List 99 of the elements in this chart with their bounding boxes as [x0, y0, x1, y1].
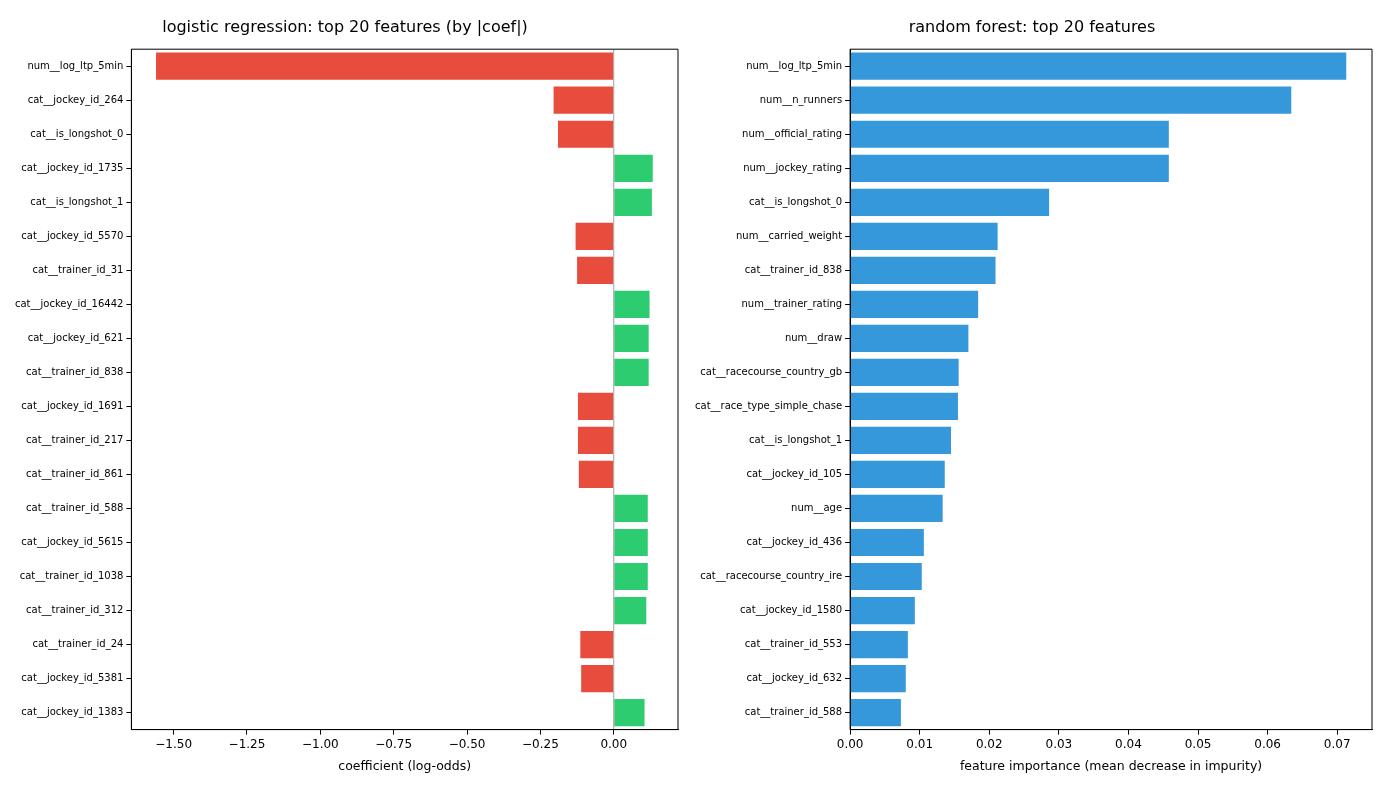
x-tick-label: 0.07: [1323, 736, 1351, 751]
bar: [850, 664, 906, 693]
chart-title: random forest: top 20 features: [908, 16, 1156, 36]
bar: [614, 290, 650, 318]
x-tick-label: −0.25: [522, 736, 559, 751]
bar: [580, 630, 614, 659]
y-tick-label: cat__trainer_id_312: [26, 604, 124, 617]
y-tick-label: cat__is_longshot_0: [749, 195, 843, 208]
x-tick-label: 0.02: [975, 736, 1003, 751]
bar: [578, 460, 614, 489]
bar: [553, 86, 614, 114]
y-tick-label: cat__jockey_id_1580: [740, 604, 843, 617]
bar: [850, 154, 1169, 182]
y-tick-label: cat__trainer_id_588: [744, 706, 843, 719]
y-tick-label: cat__trainer_id_31: [32, 263, 124, 276]
bar: [850, 222, 998, 250]
y-tick-label: cat__jockey_id_105: [746, 468, 843, 481]
bar: [614, 494, 648, 523]
bar: [614, 528, 648, 557]
y-tick-label: cat__racecourse_country_ire: [700, 570, 843, 583]
y-tick-label: num__log_ltp_5min: [746, 59, 843, 72]
y-tick-label: num__trainer_rating: [741, 297, 843, 310]
chart-title: logistic regression: top 20 features (by |coef|): [162, 16, 528, 36]
x-tick-label: 0.03: [1045, 736, 1073, 751]
x-tick-label: −1.50: [155, 736, 193, 751]
bar: [156, 52, 614, 80]
x-tick-label: 0.01: [906, 736, 934, 751]
x-tick-label: 0.06: [1254, 736, 1281, 751]
bar: [614, 358, 649, 386]
bar: [581, 664, 614, 693]
y-tick-label: num__carried_weight: [736, 229, 843, 242]
y-tick-label: cat__jockey_id_436: [746, 536, 843, 549]
x-axis-title: coefficient (log-odds): [338, 757, 472, 773]
x-tick-label: 0.00: [836, 736, 864, 751]
y-tick-label: num__n_runners: [759, 93, 843, 106]
y-tick-label: cat__jockey_id_1735: [21, 161, 124, 174]
bar: [558, 120, 614, 148]
y-tick-label: cat__jockey_id_632: [746, 672, 843, 685]
x-tick-label: 0.05: [1184, 736, 1212, 751]
x-tick-label: −1.00: [301, 736, 339, 751]
bar: [850, 358, 959, 386]
bar: [850, 52, 1347, 80]
bar: [850, 392, 958, 421]
bar: [850, 120, 1169, 148]
y-tick-label: cat__race_type_simple_chase: [695, 400, 843, 412]
y-tick-label: cat__trainer_id_588: [26, 502, 124, 515]
y-tick-label: num__official_rating: [742, 127, 843, 140]
y-tick-label: num__log_ltp_5min: [27, 59, 124, 72]
bar: [850, 86, 1292, 114]
y-tick-label: num__age: [791, 502, 843, 515]
bar: [850, 426, 952, 455]
y-tick-label: cat__jockey_id_16442: [14, 297, 124, 310]
bar: [850, 494, 943, 523]
x-tick-label: 0.00: [600, 736, 628, 751]
bar: [614, 324, 649, 352]
y-tick-label: cat__trainer_id_217: [26, 434, 124, 447]
y-tick-label: cat__trainer_id_553: [744, 638, 843, 651]
y-tick-label: cat__jockey_id_1383: [21, 706, 124, 719]
y-tick-label: cat__trainer_id_838: [26, 365, 124, 378]
bar: [577, 256, 614, 284]
y-tick-label: cat__jockey_id_621: [27, 331, 124, 344]
y-tick-label: cat__trainer_id_24: [32, 638, 124, 651]
y-tick-label: cat__jockey_id_1691: [21, 400, 124, 412]
bar: [577, 426, 614, 455]
bar: [614, 698, 645, 727]
y-tick-label: num__jockey_rating: [743, 161, 843, 174]
y-tick-label: cat__is_longshot_1: [30, 195, 124, 208]
y-tick-label: num__draw: [784, 331, 843, 344]
y-tick-label: cat__jockey_id_5615: [21, 536, 124, 549]
y-tick-label: cat__jockey_id_264: [27, 93, 124, 106]
bar: [850, 188, 1050, 216]
bar: [614, 188, 652, 216]
y-tick-label: cat__jockey_id_5381: [21, 672, 124, 685]
bar: [577, 392, 614, 421]
bar: [850, 630, 908, 659]
x-tick-label: −0.75: [375, 736, 413, 751]
y-tick-label: cat__trainer_id_861: [26, 468, 124, 481]
bar: [575, 222, 614, 250]
bar: [850, 256, 996, 284]
x-tick-label: −0.50: [448, 736, 486, 751]
bar: [850, 324, 969, 352]
bar: [614, 562, 648, 591]
x-axis-title: feature importance (mean decrease in impurity): [959, 757, 1263, 773]
bar: [850, 562, 922, 591]
bar: [850, 698, 901, 727]
y-tick-label: cat__trainer_id_838: [744, 263, 843, 276]
y-tick-label: cat__is_longshot_1: [749, 434, 843, 447]
y-tick-label: cat__jockey_id_5570: [21, 229, 124, 242]
bar: [614, 154, 653, 182]
bar: [850, 528, 924, 557]
bar: [850, 290, 979, 318]
bar: [614, 596, 647, 625]
y-tick-label: cat__trainer_id_1038: [19, 570, 124, 583]
x-tick-label: 0.04: [1115, 736, 1142, 751]
y-tick-label: cat__racecourse_country_gb: [700, 365, 843, 378]
bar: [850, 596, 915, 625]
bar: [850, 460, 945, 489]
x-tick-label: −1.25: [228, 736, 266, 751]
y-tick-label: cat__is_longshot_0: [30, 127, 124, 140]
